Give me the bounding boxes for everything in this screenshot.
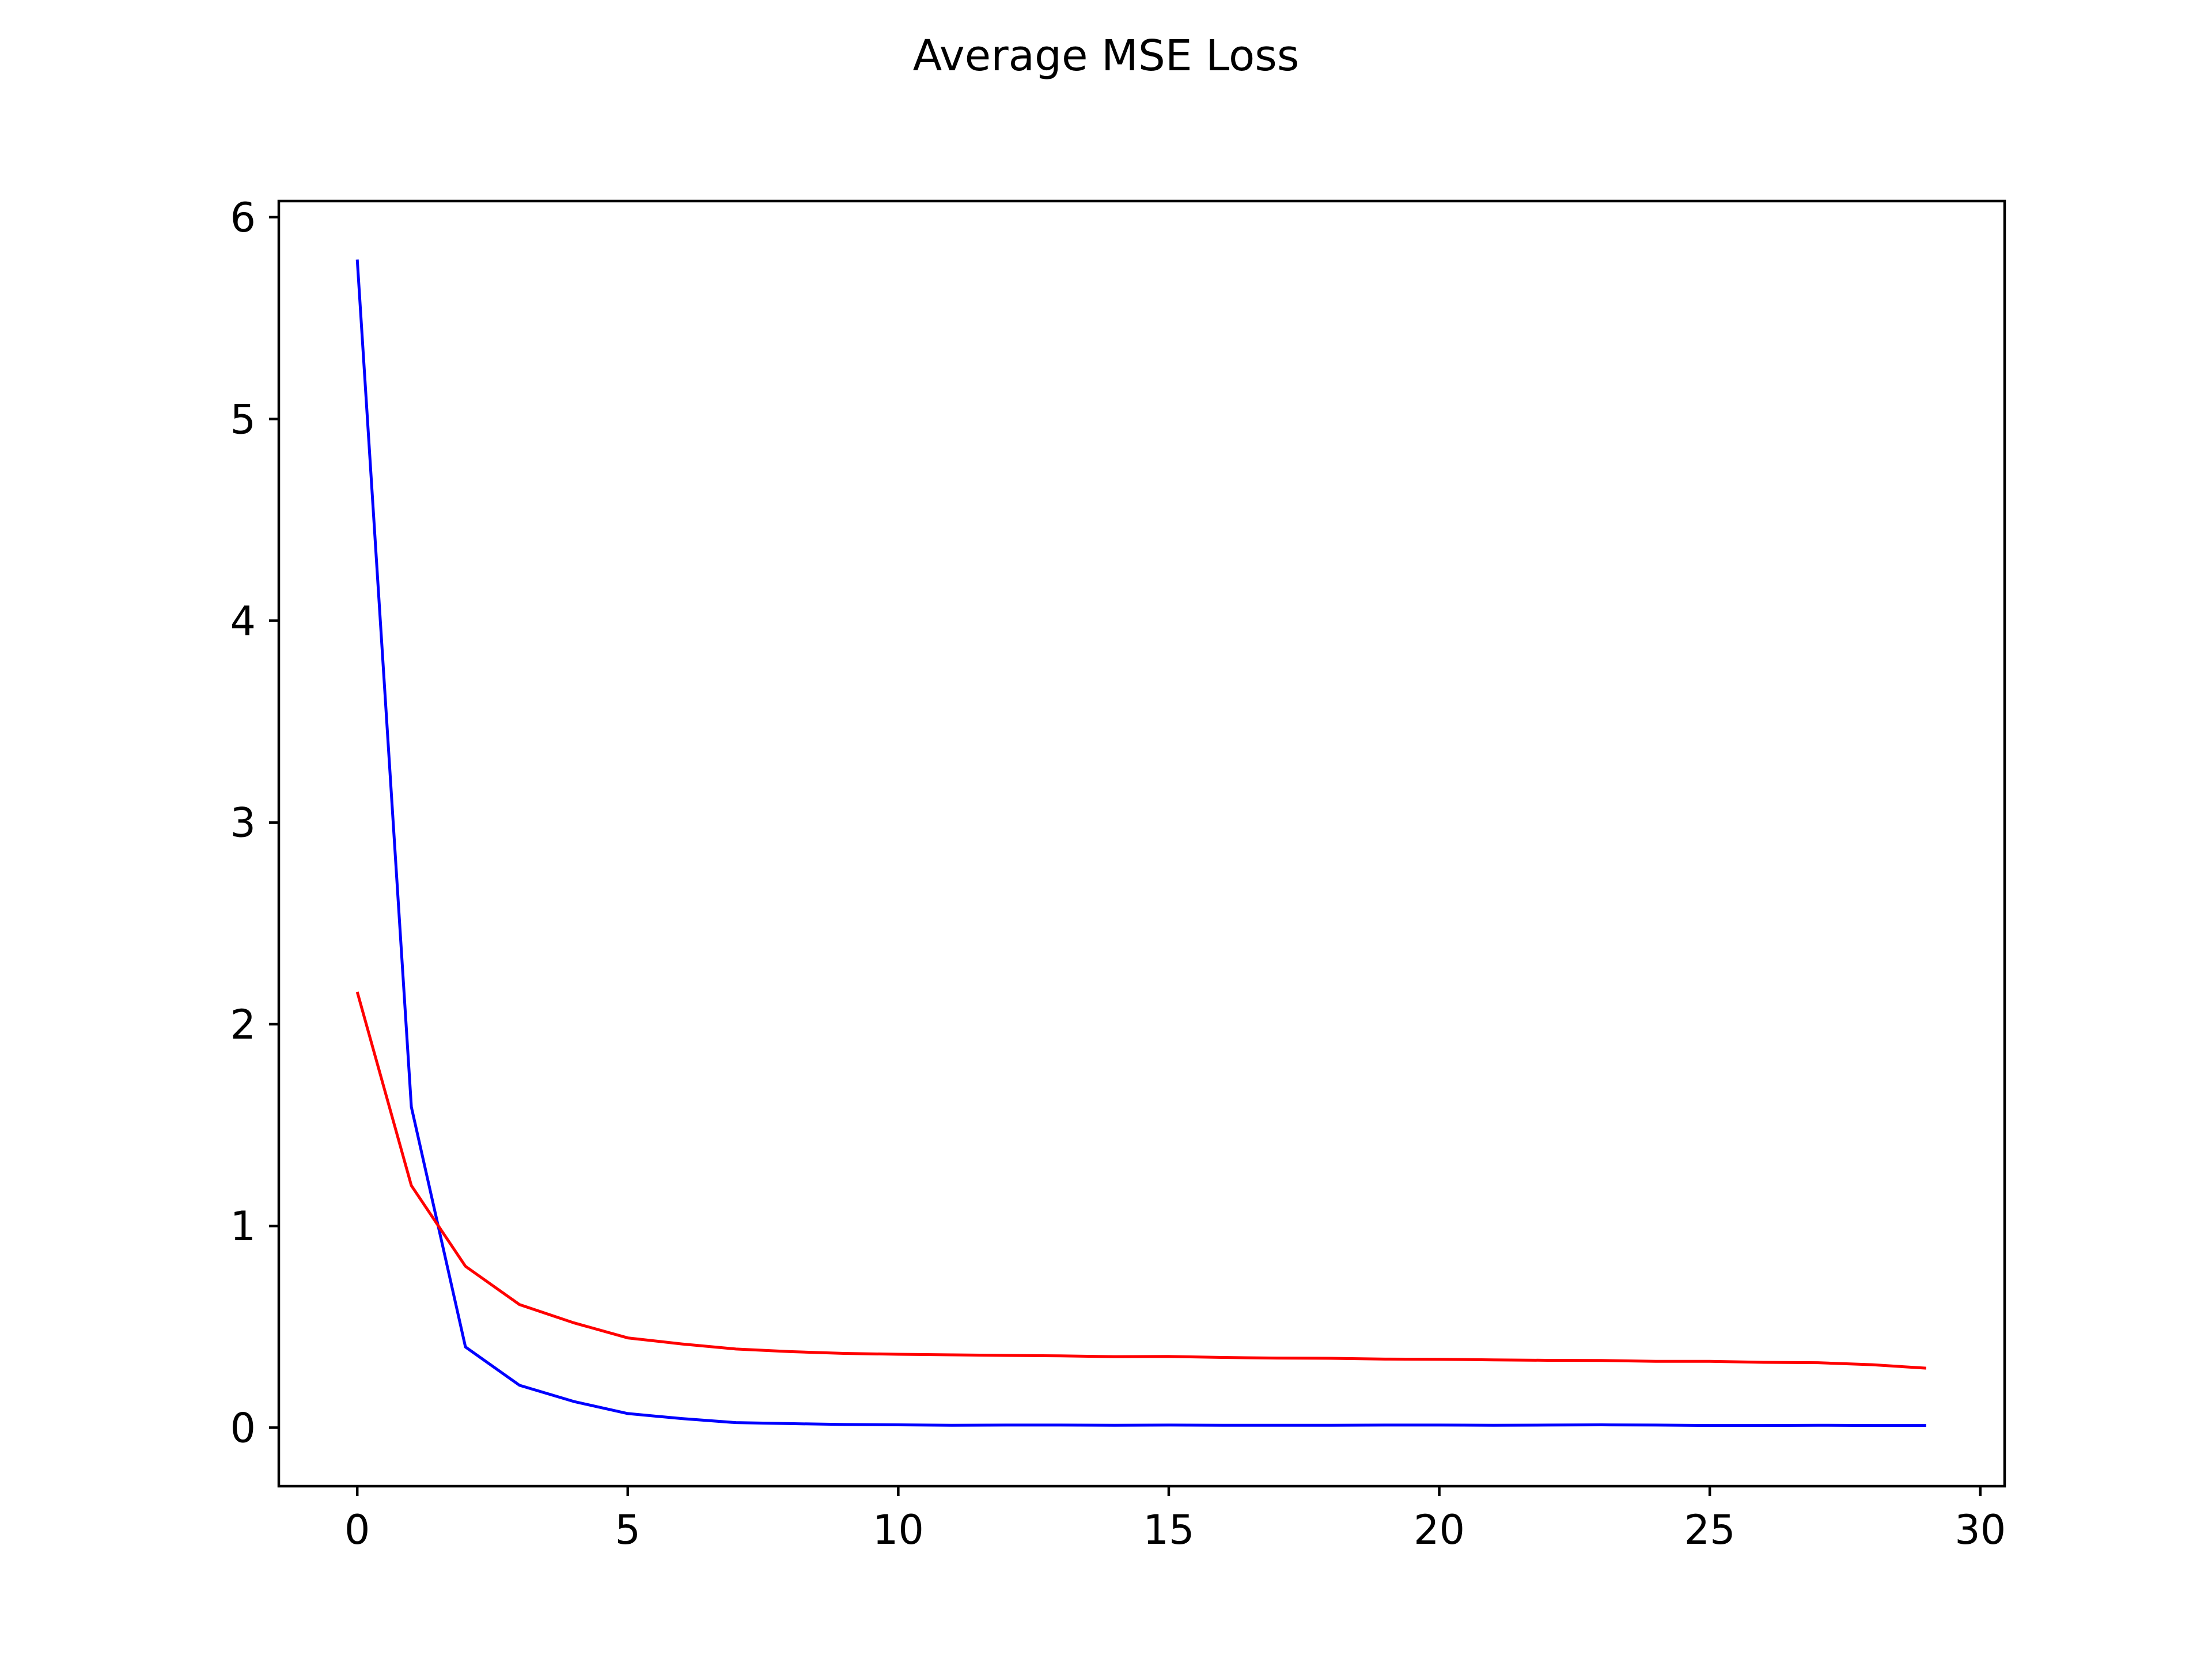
x-tick-label: 0 (344, 1506, 370, 1554)
y-tick-label: 2 (230, 1001, 256, 1048)
axis-ticks: 0 5 10 15 20 25 30 0 1 2 3 4 5 6 (230, 194, 2006, 1554)
y-tick-label: 1 (230, 1203, 256, 1250)
x-tick-label: 20 (1414, 1506, 1465, 1554)
chart-title: Average MSE Loss (913, 31, 1300, 81)
x-tick-label: 10 (873, 1506, 924, 1554)
x-tick-label: 25 (1684, 1506, 1736, 1554)
x-tick-label: 15 (1143, 1506, 1194, 1554)
y-tick-label: 6 (230, 194, 256, 241)
series-line-2 (355, 991, 1926, 1370)
y-tick-label: 5 (230, 396, 256, 443)
plot-area-frame (277, 199, 2006, 1488)
y-tick-label: 0 (230, 1404, 256, 1452)
x-tick-label: 30 (1955, 1506, 2006, 1554)
y-tick-label: 4 (230, 597, 256, 645)
series-lines (355, 259, 1926, 1427)
series-line-1 (355, 259, 1926, 1427)
x-tick-label: 5 (615, 1506, 641, 1554)
y-tick-label: 3 (230, 800, 256, 847)
